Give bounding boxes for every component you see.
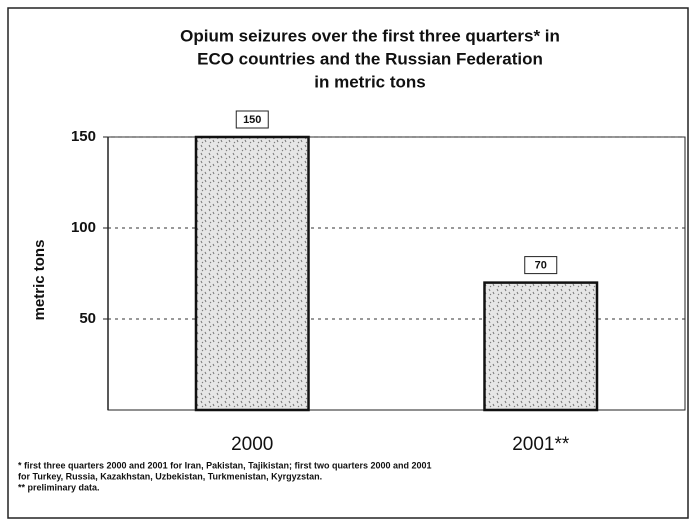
chart-title: Opium seizures over the first three quar… [180, 26, 560, 45]
y-tick-label: 50 [79, 310, 96, 327]
chart-title: ECO countries and the Russian Federation [197, 49, 543, 68]
y-tick-label: 100 [71, 219, 96, 236]
value-label-box [524, 256, 558, 275]
footnote: ** preliminary data. [18, 482, 100, 492]
frame [7, 7, 689, 519]
bar [483, 281, 599, 412]
x-tick-label: 2000 [231, 434, 273, 455]
y-tick-label: 150 [71, 128, 96, 145]
bar [194, 135, 310, 412]
chart-title: in metric tons [314, 72, 425, 91]
y-axis-label: metric tons [31, 240, 48, 321]
x-tick-label: 2001** [512, 434, 570, 455]
value-label-box [235, 110, 269, 129]
footnote: for Turkey, Russia, Kazakhstan, Uzbekist… [18, 471, 322, 481]
value-label: 70 [535, 260, 547, 272]
footnote: * first three quarters 2000 and 2001 for… [18, 460, 432, 470]
value-label: 150 [243, 114, 261, 126]
plot-frame [107, 136, 686, 411]
